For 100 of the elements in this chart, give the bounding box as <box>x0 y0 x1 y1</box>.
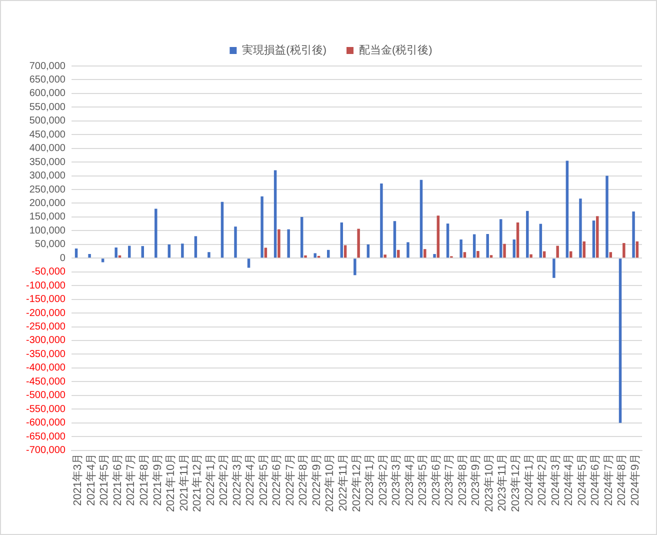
legend-label: 実現損益(税引後) <box>242 44 326 57</box>
bar <box>420 180 423 258</box>
y-tick-label: -250,000 <box>26 322 66 333</box>
bar <box>618 258 622 423</box>
y-tick-label: 250,000 <box>29 184 66 196</box>
y-tick-label: 300,000 <box>29 170 66 182</box>
bar <box>234 226 237 258</box>
x-tick-label: 2022年10月 <box>324 453 336 512</box>
bar <box>503 244 506 258</box>
bar <box>516 222 520 258</box>
x-tick-label: 2024年4月 <box>563 453 576 506</box>
x-tick-label: 2022年6月 <box>271 453 284 506</box>
bar <box>74 248 78 258</box>
bar <box>499 219 502 258</box>
x-tick-label: 2023年1月 <box>364 453 376 506</box>
y-tick-label: -150,000 <box>26 294 66 306</box>
bar <box>632 211 635 258</box>
bar <box>300 216 304 258</box>
bar <box>264 248 268 258</box>
bar <box>181 244 184 258</box>
bar <box>154 208 158 258</box>
x-tick-label: 2024年2月 <box>536 453 549 506</box>
x-tick-label: 2022年7月 <box>284 453 296 506</box>
x-tick-label: 2021年8月 <box>138 453 150 506</box>
x-tick-label: 2023年5月 <box>417 453 430 506</box>
x-tick-label: 2024年5月 <box>576 453 588 506</box>
bar <box>592 220 596 258</box>
y-tick-label: 700,000 <box>29 60 66 72</box>
bar <box>354 258 356 276</box>
bar <box>622 243 626 258</box>
x-tick-label: 2021年10月 <box>165 453 178 512</box>
x-tick-label: 2023年9月 <box>470 453 482 506</box>
bar <box>141 246 144 258</box>
x-tick-label: 2023年2月 <box>377 453 390 506</box>
y-tick-label: 50,000 <box>34 239 66 250</box>
bar <box>393 221 396 258</box>
bar <box>552 258 556 278</box>
bar <box>220 202 224 258</box>
x-tick-label: 2024年6月 <box>590 453 602 506</box>
y-tick-label: -400,000 <box>26 362 66 374</box>
x-tick-label: 2023年10月 <box>483 453 496 512</box>
y-tick-label: -300,000 <box>26 335 66 346</box>
x-tick-label: 2022年1月 <box>204 453 217 506</box>
x-tick-label: 2021年3月 <box>72 453 84 506</box>
x-tick-label: 2022年4月 <box>244 453 257 506</box>
y-tick-label: -500,000 <box>26 390 66 402</box>
bar <box>596 216 599 258</box>
y-tick-label: 150,000 <box>29 212 66 223</box>
y-tick-label: 500,000 <box>29 116 66 127</box>
y-tick-label: 650,000 <box>29 74 66 86</box>
x-tick-label: 2024年7月 <box>602 453 615 506</box>
y-tick-label: 100,000 <box>29 225 66 236</box>
bar <box>476 251 480 258</box>
bar <box>340 222 344 258</box>
y-tick-label: -50,000 <box>32 266 66 278</box>
bar <box>436 216 440 258</box>
bar <box>114 247 118 258</box>
legend-label: 配当金(税引後) <box>359 44 432 57</box>
bar <box>344 245 347 258</box>
x-tick-label: 2023年7月 <box>444 453 456 506</box>
bar <box>208 252 210 258</box>
bar <box>579 198 582 258</box>
x-tick-label: 2021年11月 <box>178 453 190 512</box>
x-tick-label: 2021年7月 <box>125 453 138 506</box>
y-tick-label: -100,000 <box>26 280 66 292</box>
x-tick-label: 2021年4月 <box>85 453 98 506</box>
bar <box>472 234 476 258</box>
bar <box>366 244 370 258</box>
x-tick-label: 2023年11月 <box>496 453 509 512</box>
x-tick-label: 2022年12月 <box>350 453 363 512</box>
bar <box>609 252 612 258</box>
x-tick-label: 2023年6月 <box>430 453 442 506</box>
bar <box>512 239 516 258</box>
bar <box>287 229 290 258</box>
bar <box>433 254 436 258</box>
x-tick-label: 2022年8月 <box>298 453 310 506</box>
y-tick-label: 400,000 <box>29 143 66 154</box>
bar <box>539 224 542 258</box>
x-tick-label: 2024年9月 <box>629 453 642 506</box>
bar <box>260 196 264 258</box>
bar <box>446 224 450 258</box>
x-tick-label: 2023年3月 <box>390 453 403 506</box>
x-tick-label: 2021年12月 <box>192 453 204 512</box>
bar <box>274 170 277 258</box>
x-tick-label: 2022年3月 <box>231 453 244 506</box>
bar <box>247 258 250 268</box>
y-tick-label: -550,000 <box>26 404 66 415</box>
x-tick-label: 2023年4月 <box>404 453 416 506</box>
y-tick-label: -450,000 <box>26 376 66 388</box>
y-tick-label: 600,000 <box>29 88 66 100</box>
bar <box>582 241 586 258</box>
x-tick-label: 2024年3月 <box>550 453 562 506</box>
x-tick-label: 2024年8月 <box>616 453 628 506</box>
x-tick-label: 2022年5月 <box>258 453 270 506</box>
y-tick-label: 550,000 <box>29 102 66 113</box>
bar <box>530 254 532 258</box>
bar <box>460 239 462 258</box>
bar <box>314 253 316 258</box>
bar <box>278 229 280 258</box>
y-tick-label: -350,000 <box>26 348 66 360</box>
